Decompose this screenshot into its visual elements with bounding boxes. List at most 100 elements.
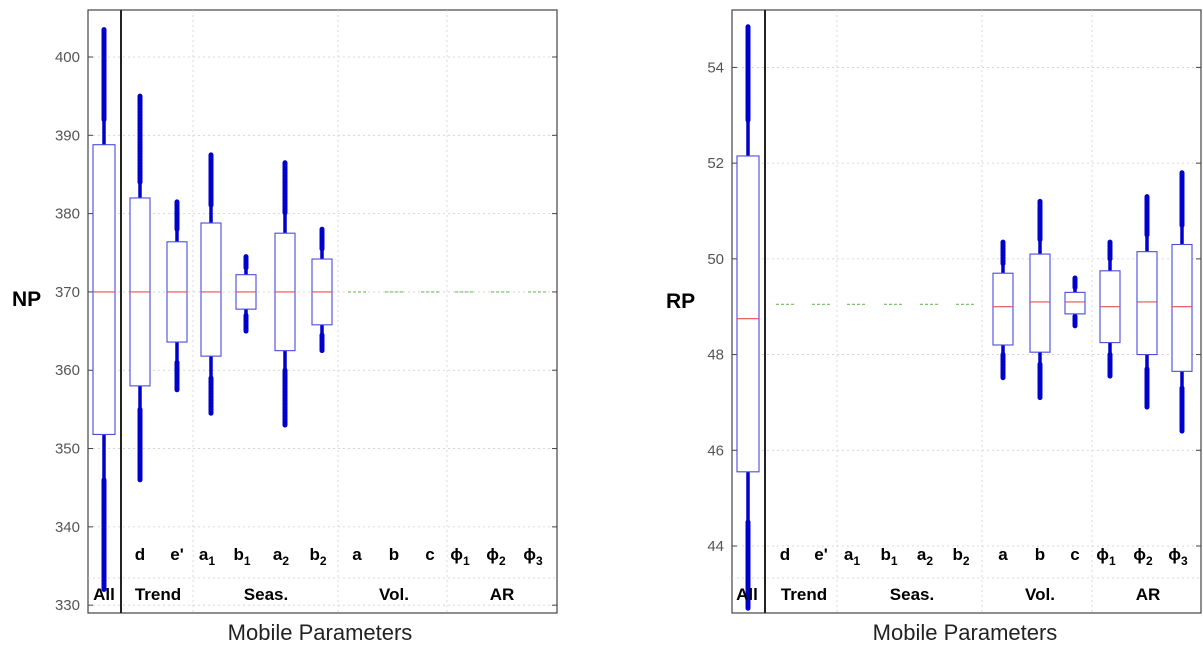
x-axis-label: Mobile Parameters [873,620,1058,645]
y-tick-label: 360 [55,362,80,379]
y-tick-label: 400 [55,49,80,66]
parameter-subscript: 1 [1109,554,1116,568]
parameter-symbol: b [1035,545,1045,564]
parameter-symbol: b [389,545,399,564]
parameter-subscript: 3 [536,554,543,568]
y-tick-label: 390 [55,127,80,144]
group-label: All [736,585,758,604]
parameter-symbol: ϕ [1133,545,1146,564]
plot-area [731,9,1202,614]
y-tick-label: 340 [55,519,80,536]
parameter-label: a1 [844,545,860,568]
parameter-symbol: d [780,545,790,564]
box-iqr [1136,251,1158,356]
parameter-label: c [1070,545,1079,564]
box-iqr [992,272,1014,346]
parameter-symbol: ϕ [1168,545,1181,564]
group-label: Trend [135,585,181,604]
parameter-symbol: d [135,545,145,564]
y-tick-label: 54 [707,59,724,76]
group-label: All [93,585,115,604]
parameter-subscript: 1 [891,554,898,568]
group-label: Trend [781,585,827,604]
box-iqr [92,144,116,435]
parameter-label: a [998,545,1008,564]
parameter-label: b [389,545,399,564]
parameter-subscript: 2 [1146,554,1153,568]
parameter-label: c [425,545,434,564]
parameter-label: ϕ1 [1096,545,1116,568]
parameter-label: a2 [917,545,933,568]
parameter-label: b1 [880,545,897,568]
parameter-symbol: a [917,545,927,564]
y-tick-label: 330 [55,597,80,614]
parameter-symbol: e' [814,545,828,564]
parameter-subscript: 2 [926,554,933,568]
parameter-symbol: ϕ [486,545,499,564]
parameter-label: b1 [233,545,250,568]
parameter-symbol: ϕ [1096,545,1109,564]
y-tick-label: 44 [707,538,724,555]
box-iqr [1064,291,1086,315]
y-axis-label: RP [666,290,695,313]
parameter-symbol: e' [170,545,184,564]
parameter-label: ϕ2 [486,545,506,568]
parameter-label: ϕ1 [450,545,470,568]
group-label: AR [490,585,515,604]
parameter-symbol: c [425,545,434,564]
group-label: Seas. [890,585,934,604]
parameter-subscript: 1 [244,554,251,568]
box-iqr [1171,243,1193,372]
parameter-symbol: a [352,545,362,564]
parameter-label: d [135,545,145,564]
parameter-label: b [1035,545,1045,564]
y-axis-label: NP [12,288,41,311]
group-label: Vol. [1025,585,1055,604]
parameter-label: b2 [309,545,326,568]
y-tick-label: 350 [55,441,80,458]
box-iqr [1029,253,1051,353]
x-axis-label: Mobile Parameters [228,620,413,645]
parameter-symbol: b [952,545,962,564]
parameter-label: a [352,545,362,564]
y-tick-label: 50 [707,251,724,268]
parameter-label: ϕ3 [1168,545,1188,568]
parameter-label: a1 [199,545,215,568]
y-tick-label: 370 [55,284,80,301]
y-tick-label: 48 [707,347,724,364]
box-iqr [200,222,222,357]
parameter-subscript: 2 [320,554,327,568]
parameter-symbol: b [233,545,243,564]
box-iqr [736,155,760,473]
group-label: Vol. [379,585,409,604]
parameter-symbol: a [273,545,283,564]
parameter-label: e' [170,545,184,564]
parameter-symbol: a [998,545,1008,564]
parameter-label: ϕ2 [1133,545,1153,568]
parameter-symbol: ϕ [523,545,536,564]
parameter-subscript: 2 [963,554,970,568]
parameter-symbol: a [199,545,209,564]
parameter-subscript: 1 [463,554,470,568]
parameter-subscript: 2 [282,554,289,568]
group-label: Seas. [244,585,288,604]
parameter-symbol: c [1070,545,1079,564]
group-label: AR [1136,585,1161,604]
y-tick-label: 52 [707,155,724,172]
y-tick-label: 46 [707,442,724,459]
parameter-subscript: 1 [853,554,860,568]
parameter-label: e' [814,545,828,564]
y-tick-label: 380 [55,206,80,223]
parameter-label: d [780,545,790,564]
parameter-symbol: a [844,545,854,564]
parameter-label: a2 [273,545,289,568]
parameter-symbol: b [309,545,319,564]
parameter-subscript: 2 [499,554,506,568]
parameter-symbol: ϕ [450,545,463,564]
parameter-subscript: 1 [208,554,215,568]
parameter-subscript: 3 [1181,554,1188,568]
parameter-symbol: b [880,545,890,564]
